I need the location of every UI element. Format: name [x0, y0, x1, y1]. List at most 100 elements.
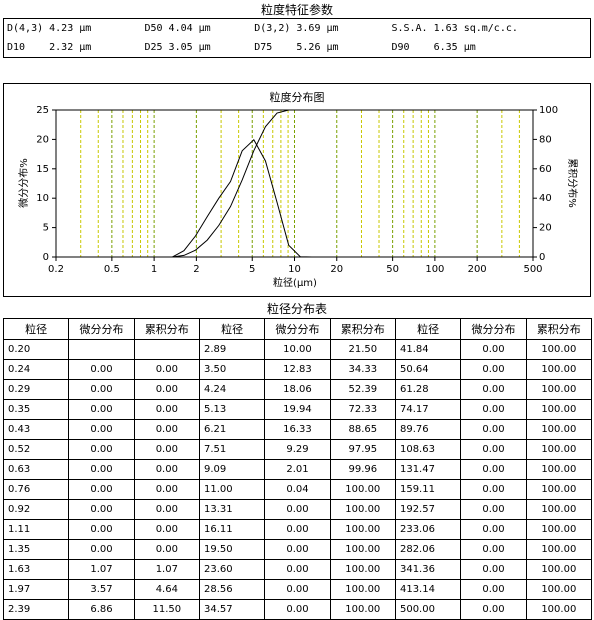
table-cell: 0.00 [460, 439, 527, 460]
x-tick-label: 2 [193, 264, 199, 275]
table-cell: 1.35 [2, 539, 70, 560]
table-cell: 100.00 [525, 359, 593, 380]
param-cell: D(3,2) 3.69 μm [254, 23, 339, 34]
table-cell: 0.00 [133, 519, 200, 540]
table-cell: 0.00 [68, 479, 135, 500]
table-cell: 0.00 [133, 419, 200, 440]
param-cell: D90 6.35 μm [391, 42, 476, 53]
header-cell: 粒径 [394, 318, 462, 340]
params-table: D(4,3) 4.23 μm D50 4.04 μm D(3,2) 3.69 μm S… [3, 18, 591, 58]
table-cell: 0.63 [2, 459, 70, 480]
table-cell: 28.56 [198, 579, 266, 600]
y2-tick-label: 0 [539, 252, 545, 263]
table-cell: 0.00 [68, 539, 135, 560]
table-cell: 0.00 [133, 499, 200, 520]
table-cell: 21.50 [329, 339, 396, 360]
table-cell: 4.24 [198, 379, 266, 400]
table-cell: 100.00 [329, 539, 396, 560]
y-tick-label: 20 [36, 134, 49, 145]
table-cell: 74.17 [394, 399, 462, 420]
table-cell: 0.00 [68, 499, 135, 520]
table-cell: 6.86 [68, 599, 135, 620]
table-row: 0.29 0.00 0.00 4.24 18.06 52.39 61.28 0.00 100.0… [2, 379, 593, 400]
table-cell: 5.13 [198, 399, 266, 420]
table-cell: 97.95 [329, 439, 396, 460]
table-cell: 100.00 [525, 379, 593, 400]
table-cell: 100.00 [329, 479, 396, 500]
table-cell: 341.36 [394, 559, 462, 580]
param-cell: D10 2.32 μm [7, 42, 92, 53]
table-row: 1.97 3.57 4.64 28.56 0.00 100.00 413.14 0.00 100… [2, 579, 593, 600]
table-cell: 100.00 [525, 519, 593, 540]
table-cell: 100.00 [329, 519, 396, 540]
table-cell: 100.00 [525, 579, 593, 600]
table-cell: 0.00 [460, 539, 527, 560]
table-cell: 0.00 [68, 439, 135, 460]
y-tick-label: 5 [43, 223, 49, 234]
table-cell: 100.00 [525, 599, 593, 620]
table-cell: 0.00 [133, 479, 200, 500]
header-row: 粒径 微分分布 累积分布 粒径 微分分布 累积分布 粒径 微分分布 累积分布 [2, 318, 593, 340]
table-cell: 0.00 [460, 399, 527, 420]
table-cell: 9.09 [198, 459, 266, 480]
table-cell: 0.43 [2, 419, 70, 440]
chart-frame [3, 83, 591, 297]
params-title: 粒度特征参数 [260, 3, 333, 17]
y-tick-label: 15 [36, 164, 49, 175]
series-line [160, 109, 312, 258]
y-tick-label: 25 [36, 105, 49, 116]
table-cell: 10.00 [264, 339, 331, 360]
table-cell: 282.06 [394, 539, 462, 560]
table-cell: 11.00 [198, 479, 266, 500]
distribution-table: 粒径 微分分布 累积分布 粒径 微分分布 累积分布 粒径 微分分布 累积分布 0.20 2.89 10… [2, 318, 593, 620]
header-cell: 累积分布 [525, 318, 593, 340]
y2-tick-label: 40 [539, 193, 552, 204]
table-cell: 88.65 [329, 419, 396, 440]
chart-title: 粒度分布图 [270, 90, 325, 104]
table-cell: 50.64 [394, 359, 462, 380]
table-cell: 13.31 [198, 499, 266, 520]
table-cell: 4.64 [133, 579, 200, 600]
table-cell: 0.00 [133, 459, 200, 480]
table-cell: 159.11 [394, 479, 462, 500]
table-cell: 19.50 [198, 539, 266, 560]
table-cell: 16.33 [264, 419, 331, 440]
table-cell: 89.76 [394, 419, 462, 440]
table-row: 0.63 0.00 0.00 9.09 2.01 99.96 131.47 0.00 100.0… [2, 459, 593, 480]
table-row: 1.35 0.00 0.00 19.50 0.00 100.00 282.06 0.00 100… [2, 539, 593, 560]
table-cell: 108.63 [394, 439, 462, 460]
y2-tick-label: 100 [539, 105, 558, 116]
table-cell: 1.07 [68, 559, 135, 580]
table-cell: 0.00 [133, 399, 200, 420]
table-cell [133, 339, 200, 360]
table-cell: 100.00 [329, 499, 396, 520]
table-row: 0.92 0.00 0.00 13.31 0.00 100.00 192.57 0.00 100… [2, 499, 593, 520]
table-cell: 0.20 [2, 339, 70, 360]
y-axis-label: 微分分布% [17, 158, 30, 208]
param-cell: D75 5.26 μm [254, 42, 339, 53]
table-cell: 0.00 [460, 579, 527, 600]
table-cell: 0.00 [68, 519, 135, 540]
table-cell: 100.00 [525, 499, 593, 520]
table-cell: 100.00 [525, 559, 593, 580]
table-row: 0.24 0.00 0.00 3.50 12.83 34.33 50.64 0.00 100.0… [2, 359, 593, 380]
series-line [160, 138, 312, 258]
table-cell: 0.00 [460, 459, 527, 480]
table-cell: 100.00 [329, 559, 396, 580]
table-cell: 0.52 [2, 439, 70, 460]
header-cell: 累积分布 [329, 318, 396, 340]
table-cell: 0.00 [68, 419, 135, 440]
x-tick-label: 20 [330, 264, 343, 275]
table-cell: 0.00 [133, 359, 200, 380]
header-cell: 粒径 [2, 318, 70, 340]
table-row: 0.43 0.00 0.00 6.21 16.33 88.65 89.76 0.00 100.0… [2, 419, 593, 440]
table-cell: 500.00 [394, 599, 462, 620]
table-row: 1.11 0.00 0.00 16.11 0.00 100.00 233.06 0.00 100… [2, 519, 593, 540]
chart: 粒度分布图 粒径(μm) 微分分布% 累积分布% 0.2 0.5 1 2 5 10 20 50… [3, 83, 591, 297]
y2-tick-label: 60 [539, 164, 552, 175]
table-cell: 100.00 [525, 479, 593, 500]
table-cell: 0.00 [68, 399, 135, 420]
table-cell: 19.94 [264, 399, 331, 420]
table-cell: 0.00 [68, 379, 135, 400]
